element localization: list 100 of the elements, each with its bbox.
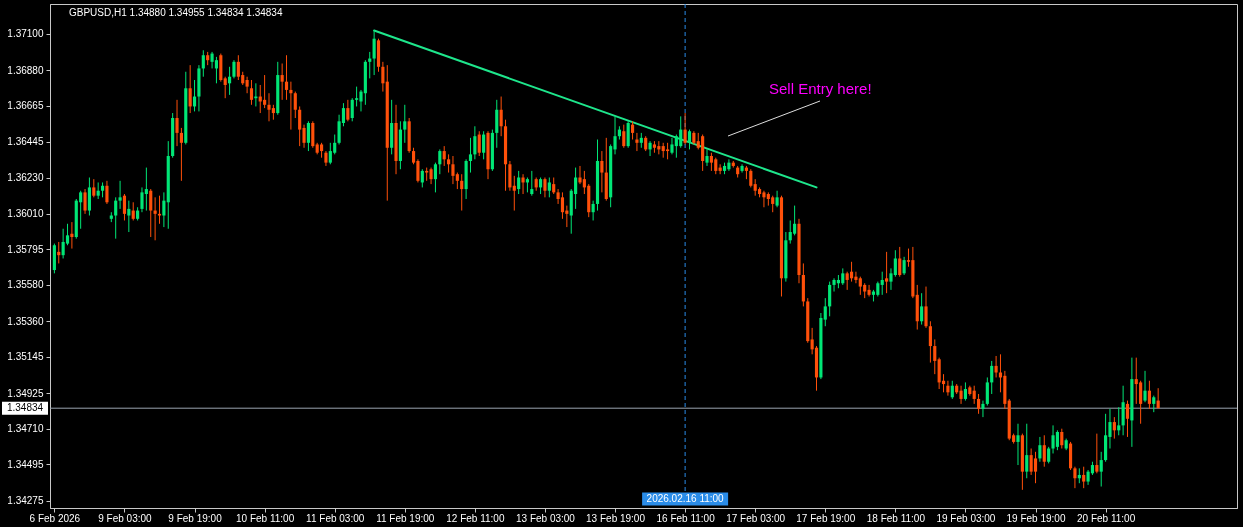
- candlestick: [70, 221, 74, 250]
- candlestick: [280, 62, 284, 101]
- candlestick: [547, 177, 551, 198]
- x-tick-label: 13 Feb 19:00: [586, 512, 646, 524]
- x-tick-label: 11 Feb 03:00: [306, 512, 365, 524]
- candlestick: [482, 130, 486, 160]
- y-tick-label: 1.35580: [7, 279, 44, 291]
- candlestick: [1112, 416, 1116, 440]
- candlestick: [578, 165, 582, 185]
- candlestick: [990, 360, 994, 395]
- candlestick: [381, 61, 385, 93]
- candlestick: [236, 54, 240, 81]
- candlestick: [232, 59, 236, 79]
- x-tick-label: 9 Feb 03:00: [98, 512, 153, 524]
- candlestick: [880, 271, 884, 296]
- candlestick: [223, 76, 227, 99]
- candlestick: [687, 129, 692, 150]
- candlestick: [981, 400, 985, 418]
- candlestick: [1042, 434, 1046, 468]
- candlestick: [298, 105, 302, 147]
- candlestick: [972, 385, 976, 405]
- y-tick-label: 1.36230: [7, 172, 44, 184]
- ref-line-label: 2026.02.16 11:00: [646, 493, 725, 504]
- x-tick-label: 18 Feb 11:00: [866, 512, 926, 524]
- x-tick-label: 16 Feb 11:00: [656, 512, 716, 524]
- x-tick-label: 9 Feb 19:00: [168, 512, 223, 524]
- annotation: Sell Entry here!: [769, 80, 872, 97]
- candlestick: [346, 99, 350, 122]
- candlestick: [368, 51, 372, 79]
- y-tick-label: 1.35360: [7, 315, 44, 327]
- candlestick: [249, 79, 254, 106]
- candlestick: [442, 145, 446, 167]
- candlestick: [823, 297, 827, 327]
- x-tick-label: 10 Feb 11:00: [236, 512, 295, 524]
- candlestick: [937, 357, 941, 390]
- x-tick-label: 13 Feb 03:00: [515, 512, 576, 524]
- candlestick: [495, 99, 499, 149]
- candlestick: [898, 246, 902, 278]
- x-tick-label: 19 Feb 03:00: [936, 512, 996, 524]
- candlestick: [1139, 380, 1143, 425]
- candlestick: [1117, 406, 1121, 436]
- candlestick: [845, 271, 849, 291]
- y-tick-label: 1.36445: [7, 136, 44, 148]
- candlestick: [245, 76, 249, 94]
- candlestick: [153, 196, 157, 241]
- candlestick: [985, 376, 989, 407]
- x-tick-label: 17 Feb 03:00: [726, 512, 786, 524]
- x-tick-label: 12 Feb 11:00: [446, 512, 505, 524]
- candlestick: [188, 64, 192, 114]
- candlestick: [61, 228, 65, 259]
- candlestick: [854, 271, 858, 284]
- candlestick: [355, 86, 359, 107]
- candlestick: [867, 284, 871, 297]
- candlestick: [131, 201, 135, 221]
- candlestick: [293, 91, 297, 119]
- candlestick: [499, 96, 503, 137]
- candlestick: [144, 167, 148, 212]
- candlestick: [350, 97, 354, 122]
- candlestick: [372, 29, 376, 76]
- candlestick: [451, 155, 455, 185]
- candlestick: [709, 152, 713, 172]
- ref-line-label: 1.34834: [6, 402, 44, 414]
- x-tick-label: 19 Feb 19:00: [1006, 512, 1066, 524]
- y-tick-label: 1.36010: [7, 208, 44, 220]
- candlestick: [924, 286, 928, 329]
- candlestick: [105, 180, 109, 205]
- candlestick: [157, 195, 162, 225]
- candlestick: [788, 219, 792, 245]
- candlestick: [447, 153, 451, 174]
- candlestick: [963, 381, 968, 402]
- candlestick: [683, 112, 687, 145]
- candlestick: [517, 170, 521, 195]
- candlestick: [928, 320, 932, 364]
- candlestick: [1134, 357, 1138, 405]
- candlestick: [83, 188, 87, 215]
- candlestick: [512, 175, 516, 212]
- candlestick: [477, 130, 481, 157]
- candlestick: [1082, 466, 1086, 489]
- candlestick: [560, 191, 565, 220]
- y-tick-label: 1.35145: [7, 351, 44, 363]
- candlestick: [1099, 451, 1103, 488]
- y-tick-label: 1.34710: [7, 423, 44, 435]
- candlestick: [122, 193, 127, 221]
- candlestick: [543, 177, 547, 198]
- candlestick: [289, 81, 293, 131]
- candlestick: [740, 163, 744, 174]
- candlestick: [530, 170, 534, 197]
- candlestick: [749, 168, 753, 188]
- candlestick: [1095, 433, 1099, 474]
- candlestick: [793, 205, 797, 236]
- candlestick: [1125, 400, 1130, 438]
- chart-title: GBPUSD,H1 1.34880 1.34955 1.34834 1.34834: [69, 7, 283, 18]
- candlestick: [933, 338, 937, 375]
- candlestick: [214, 56, 219, 84]
- y-tick-label: 1.34495: [7, 458, 44, 470]
- x-tick-label: 6 Feb 2026: [29, 512, 81, 524]
- candlestick: [311, 120, 315, 149]
- candlestick: [705, 148, 709, 167]
- candlestick: [679, 115, 683, 149]
- candlestick: [162, 191, 166, 228]
